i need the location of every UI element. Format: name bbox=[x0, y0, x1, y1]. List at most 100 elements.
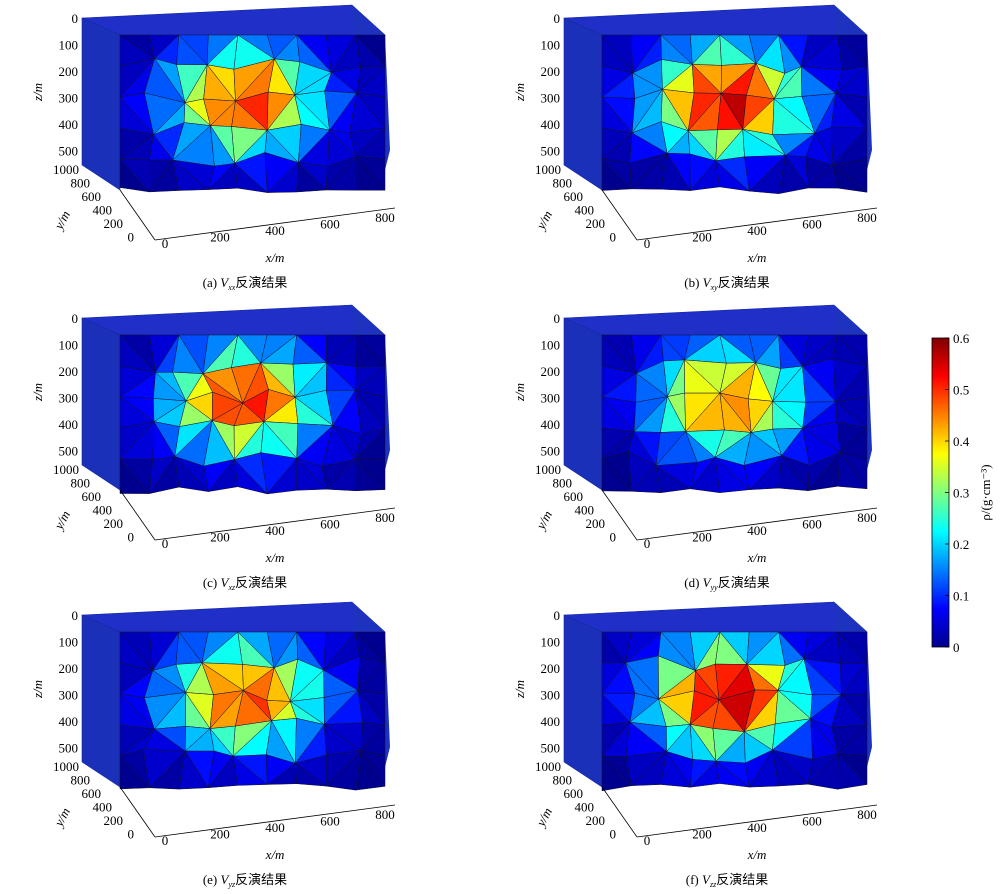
x-tick-label: 200 bbox=[692, 530, 712, 545]
y-axis-label: y/m bbox=[532, 208, 555, 233]
x-axis-line bbox=[154, 507, 396, 541]
z-tick-label: 100 bbox=[59, 38, 79, 53]
mesh-cell bbox=[778, 154, 809, 195]
y-tick-label: 200 bbox=[586, 516, 606, 531]
z-tick-label: 200 bbox=[541, 364, 561, 379]
mesh-cell bbox=[172, 159, 209, 191]
mesh-cell bbox=[714, 456, 750, 493]
z-tick-label: 300 bbox=[59, 391, 79, 406]
y-tick-label: 1000 bbox=[53, 462, 79, 477]
z-tick-label: 0 bbox=[72, 11, 79, 26]
panel-f: 0100200300400500z/m10008006004002000y/m0… bbox=[512, 601, 878, 889]
x-tick-label: 600 bbox=[802, 517, 822, 532]
y-tick-label: 0 bbox=[610, 230, 617, 245]
z-tick-label: 500 bbox=[541, 741, 561, 756]
y-tick-label: 600 bbox=[564, 189, 584, 204]
panel-c: 0100200300400500z/m10008006004002000y/m0… bbox=[30, 304, 396, 592]
z-tick-label: 400 bbox=[541, 417, 561, 432]
mesh-cell bbox=[601, 755, 632, 792]
y-tick-label: 400 bbox=[93, 503, 113, 518]
panel-caption: (b) Vxy反演结果 bbox=[684, 275, 770, 292]
z-tick-label: 500 bbox=[541, 444, 561, 459]
y-tick-label: 400 bbox=[575, 203, 595, 218]
mesh-cell bbox=[660, 750, 691, 788]
x-tick-label: 200 bbox=[210, 230, 230, 245]
y-tick-label: 400 bbox=[575, 503, 595, 518]
z-tick-label: 400 bbox=[541, 117, 561, 132]
z-tick-label: 400 bbox=[59, 117, 79, 132]
x-axis-label: x/m bbox=[265, 550, 285, 565]
x-tick-label: 0 bbox=[644, 833, 651, 848]
z-tick-label: 0 bbox=[554, 11, 561, 26]
y-tick-label: 600 bbox=[564, 489, 584, 504]
panel-caption: (c) Vxz反演结果 bbox=[203, 575, 287, 592]
x-axis-line bbox=[636, 207, 878, 241]
y-tick-label: 200 bbox=[104, 516, 124, 531]
z-tick-label: 200 bbox=[59, 661, 79, 676]
x-tick-label: 0 bbox=[162, 236, 169, 251]
y-tick-label: 1000 bbox=[53, 759, 79, 774]
mesh-cell bbox=[355, 156, 386, 191]
z-tick-label: 0 bbox=[554, 608, 561, 623]
y-axis-line bbox=[601, 786, 638, 838]
top-face bbox=[563, 4, 868, 36]
y-tick-label: 400 bbox=[93, 203, 113, 218]
colorbar: 0 0.1 0.2 0.3 0.4 0.5 0.6 ρ/(g·cm⁻³) bbox=[931, 331, 993, 655]
x-axis-label: x/m bbox=[747, 550, 767, 565]
y-axis-line bbox=[119, 189, 156, 241]
mesh-cell bbox=[233, 458, 268, 495]
panel-caption: (d) Vyy反演结果 bbox=[684, 575, 770, 592]
z-tick-label: 400 bbox=[59, 714, 79, 729]
x-tick-label: 0 bbox=[162, 833, 169, 848]
x-axis-line bbox=[154, 207, 396, 241]
y-axis-line bbox=[601, 489, 638, 541]
z-tick-label: 200 bbox=[541, 661, 561, 676]
z-tick-label: 300 bbox=[541, 391, 561, 406]
x-axis-label: x/m bbox=[747, 250, 767, 265]
y-tick-label: 800 bbox=[553, 476, 573, 491]
left-face bbox=[563, 614, 603, 788]
z-tick-label: 100 bbox=[59, 338, 79, 353]
x-tick-label: 0 bbox=[644, 536, 651, 551]
colorbar-tick-label: 0.2 bbox=[953, 537, 969, 552]
z-tick-label: 500 bbox=[541, 144, 561, 159]
y-tick-label: 800 bbox=[553, 176, 573, 191]
panel-b: 0100200300400500z/m10008006004002000y/m0… bbox=[512, 4, 878, 292]
mesh-cell bbox=[601, 158, 632, 191]
top-face bbox=[563, 304, 868, 336]
colorbar-tick-label: 0.4 bbox=[953, 434, 970, 449]
x-axis-label: x/m bbox=[265, 250, 285, 265]
x-tick-label: 600 bbox=[320, 814, 340, 829]
y-tick-label: 0 bbox=[128, 827, 135, 842]
z-tick-label: 300 bbox=[59, 91, 79, 106]
y-tick-label: 800 bbox=[71, 476, 91, 491]
y-axis-line bbox=[119, 489, 156, 541]
x-axis-line bbox=[154, 804, 396, 838]
y-axis-label: y/m bbox=[532, 805, 555, 830]
mesh-cell bbox=[837, 752, 868, 790]
z-axis-label: z/m bbox=[30, 383, 45, 402]
z-tick-label: 200 bbox=[541, 64, 561, 79]
mesh-cell bbox=[837, 451, 868, 490]
y-tick-label: 1000 bbox=[535, 462, 561, 477]
x-tick-label: 800 bbox=[375, 210, 395, 225]
z-tick-label: 300 bbox=[541, 91, 561, 106]
y-axis-label: y/m bbox=[532, 508, 555, 533]
colorbar-tick-label: 0.3 bbox=[953, 486, 969, 501]
z-tick-label: 300 bbox=[541, 688, 561, 703]
mesh-cell bbox=[174, 455, 209, 492]
x-tick-label: 400 bbox=[747, 820, 767, 835]
y-axis-label: y/m bbox=[50, 805, 73, 830]
panel-d: 0100200300400500z/m10008006004002000y/m0… bbox=[512, 304, 878, 592]
panel-caption: (e) Vyz反演结果 bbox=[203, 872, 287, 889]
mesh-cell bbox=[119, 458, 150, 494]
x-tick-label: 200 bbox=[692, 827, 712, 842]
top-face bbox=[563, 601, 868, 633]
y-tick-label: 200 bbox=[104, 216, 124, 231]
mesh-cell bbox=[234, 162, 268, 193]
colorbar-label: ρ/(g·cm⁻³) bbox=[978, 464, 993, 520]
x-tick-label: 0 bbox=[644, 236, 651, 251]
mesh-cell bbox=[232, 755, 268, 786]
mesh-cell bbox=[715, 160, 750, 192]
x-tick-label: 800 bbox=[375, 807, 395, 822]
